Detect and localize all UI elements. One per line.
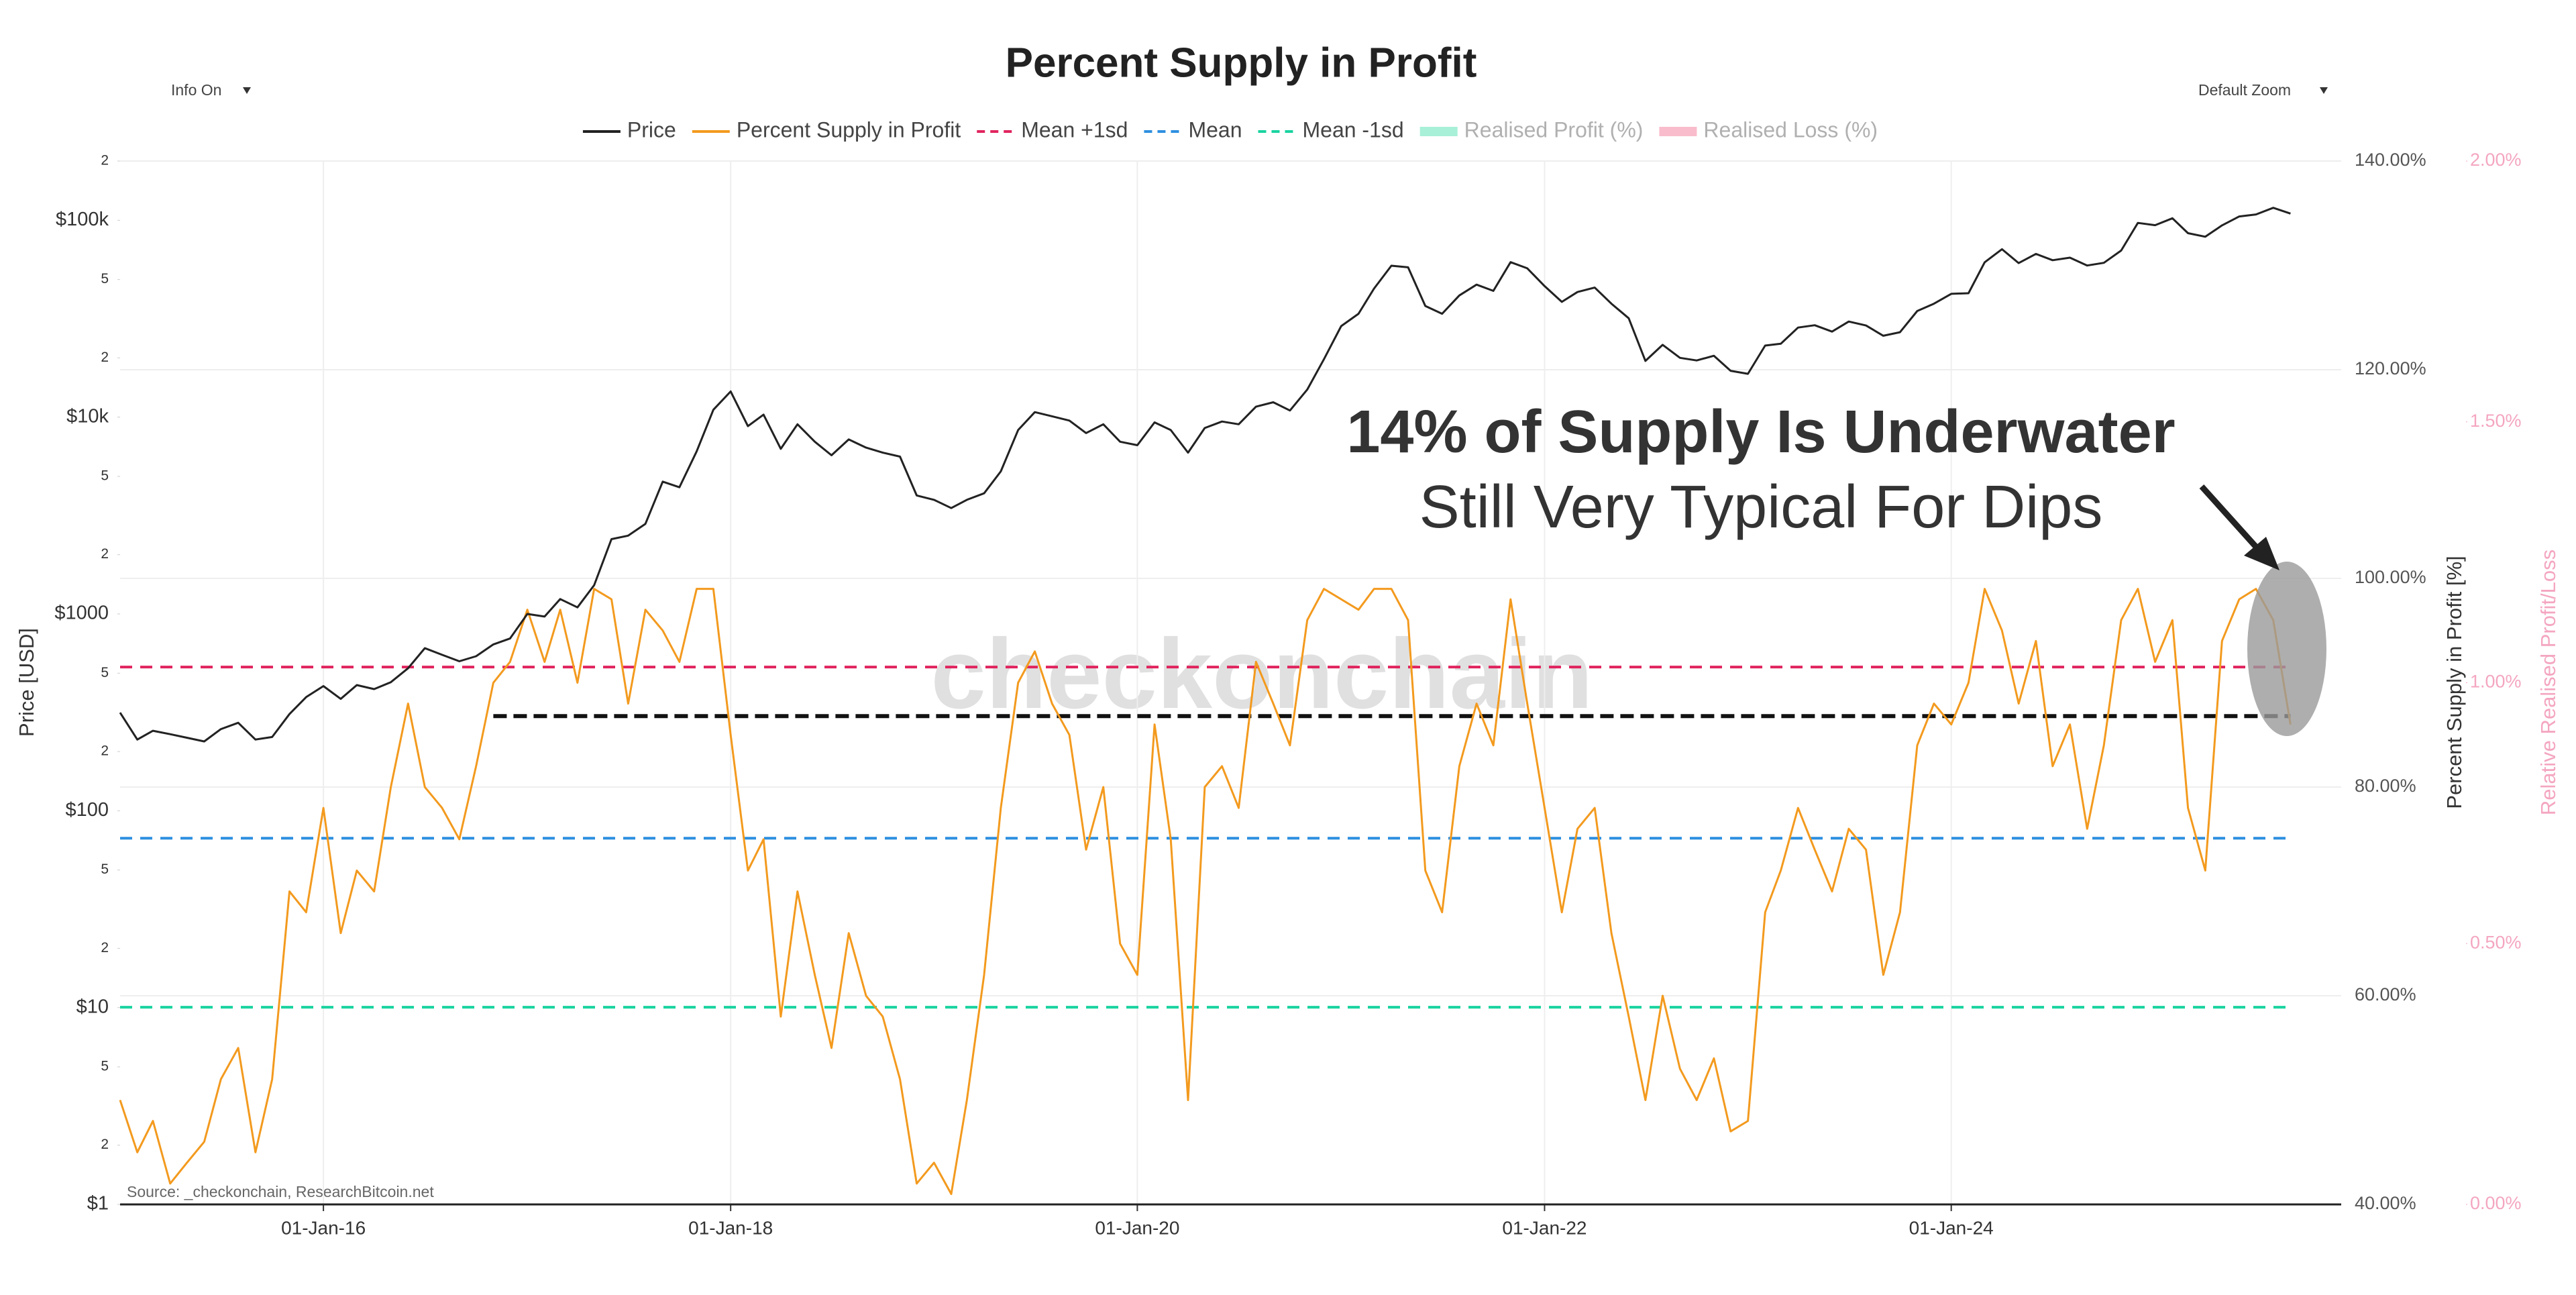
y-tick-label: 2 [101, 546, 109, 562]
y-tick-label: 2 [101, 940, 109, 955]
legend-label: Realised Loss (%) [1703, 117, 1878, 142]
x-tick-label: 01-Jan-22 [1502, 1217, 1587, 1238]
legend-label: Mean [1188, 117, 1242, 142]
y2-tick-label: 40.00% [2355, 1193, 2416, 1213]
y-axis-title: Price [USD] [15, 628, 38, 737]
y2-tick-label: 120.00% [2355, 358, 2426, 378]
series-line [119, 588, 2292, 1195]
dropdown-box [156, 72, 263, 110]
legend-label: Realised Profit (%) [1464, 117, 1644, 142]
highlight-ellipse [2247, 562, 2326, 736]
arrow-shaft [2199, 484, 2265, 556]
y2-tick-label: 60.00% [2355, 984, 2416, 1004]
legend-label: Percent Supply in Profit [737, 117, 961, 142]
legend-item[interactable]: Mean -1sd [1258, 117, 1404, 142]
y3-tick-label: 1.50% [2470, 411, 2522, 431]
legend-item[interactable]: Mean [1144, 117, 1242, 142]
info-dropdown[interactable]: Info On [156, 72, 263, 110]
x-tick-label: 01-Jan-18 [688, 1217, 773, 1238]
legend-label: Mean -1sd [1302, 117, 1403, 142]
source-note: Source: _checkonchain, ResearchBitcoin.n… [127, 1183, 434, 1200]
y2-tick-label: 140.00% [2355, 150, 2426, 170]
dropdown-box [2184, 72, 2345, 110]
legend-label: Mean +1sd [1021, 117, 1128, 142]
y-tick-label: 5 [101, 1059, 109, 1074]
dropdown-caret [243, 87, 251, 94]
y-tick-label: 5 [101, 665, 109, 680]
series-line [119, 207, 2291, 743]
y2-tick-label: 100.00% [2355, 567, 2426, 587]
chart-title: Percent Supply in Profit [1006, 40, 1477, 86]
x-tick-label: 01-Jan-20 [1095, 1217, 1179, 1238]
y2-tick-label: 80.00% [2355, 776, 2416, 796]
y-tick-label: $1 [87, 1193, 109, 1214]
x-tick-label: 01-Jan-16 [281, 1217, 366, 1238]
dropdown-label: Info On [171, 81, 221, 99]
y3-tick-label: 0.00% [2470, 1193, 2522, 1213]
y-tick-label: $100 [65, 799, 109, 821]
y-tick-label: $1000 [54, 603, 109, 624]
y3-tick-label: 1.00% [2470, 672, 2522, 692]
y3-tick-label: 2.00% [2470, 150, 2522, 170]
y3-tick-label: 0.50% [2470, 932, 2522, 952]
y-tick-label: 2 [101, 743, 109, 759]
y2-axis-title: Percent Supply in Profit [%] [2443, 556, 2466, 809]
arrow-head [2244, 537, 2279, 570]
legend-item[interactable]: Realised Profit (%) [1419, 117, 1644, 142]
y3-axis-title: Relative Realised Profit/Loss [2536, 550, 2560, 815]
annotation-headline: 14% of Supply Is Underwater [1346, 399, 2175, 466]
annotation-subline: Still Very Typical For Dips [1419, 474, 2103, 541]
y-tick-label: $10 [76, 996, 109, 1017]
y-tick-label: 5 [101, 468, 109, 483]
legend: Price Percent Supply in Profit Mean +1sd Me… [582, 117, 1878, 142]
y-tick-label: 2 [101, 350, 109, 365]
x-tick-label: 01-Jan-24 [1909, 1217, 1994, 1238]
y-tick-label: $10k [66, 405, 109, 427]
y-tick-label: 5 [101, 271, 109, 287]
dropdown-label: Default Zoom [2198, 81, 2291, 99]
legend-item[interactable]: Price [582, 117, 676, 142]
legend-item[interactable]: Mean +1sd [977, 117, 1128, 142]
legend-item[interactable]: Percent Supply in Profit [692, 117, 961, 142]
legend-label: Price [627, 117, 676, 142]
y-tick-label: $100k [56, 209, 109, 230]
zoom-dropdown[interactable]: Default Zoom [2184, 72, 2345, 110]
dropdown-caret [2320, 87, 2328, 94]
legend-item[interactable]: Realised Loss (%) [1659, 117, 1878, 142]
y-tick-label: 5 [101, 862, 109, 877]
y-tick-label: 2 [101, 1137, 109, 1152]
y-tick-label: 2 [101, 153, 109, 168]
